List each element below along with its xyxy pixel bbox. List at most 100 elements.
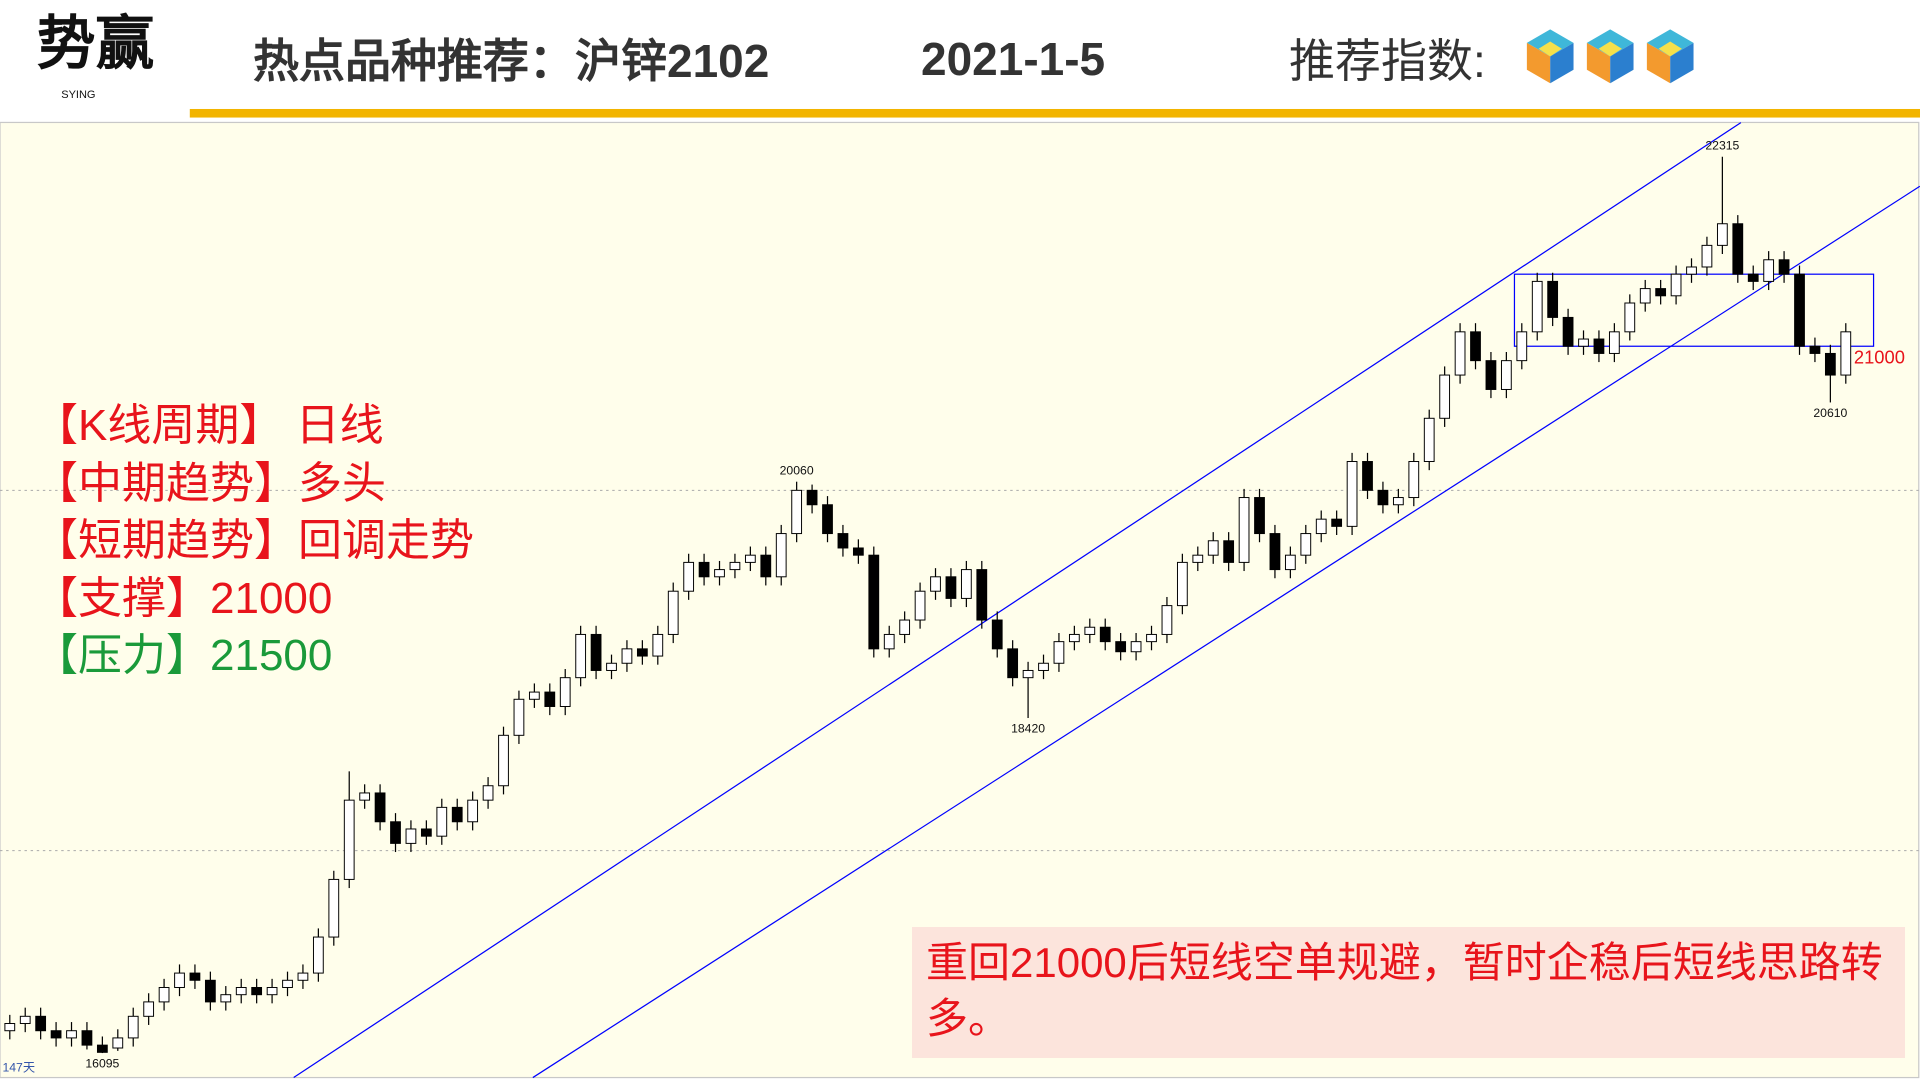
candle-body [1223, 540, 1235, 563]
plot-area [0, 121, 1920, 1079]
candle-body [559, 677, 571, 707]
cube-right [1550, 42, 1574, 84]
rating-cube [1646, 29, 1694, 84]
candle-body [4, 1023, 16, 1032]
candle-body [1470, 331, 1481, 362]
candle-body [1778, 259, 1790, 275]
candle-body [1007, 648, 1019, 679]
candle-body [760, 554, 772, 578]
candle-body [1716, 223, 1728, 246]
candle-body [1516, 331, 1528, 362]
candle-body [1362, 461, 1373, 491]
candle-body [328, 878, 340, 938]
cube-shine [1658, 41, 1682, 57]
candle-body [1439, 374, 1451, 419]
extreme-label: 22315 [1705, 138, 1739, 152]
candle-body [652, 633, 664, 657]
candle-body [976, 569, 988, 621]
panel-line: 【中期趋势】多头 [34, 458, 386, 508]
extreme-label: 20610 [1813, 406, 1847, 420]
candle-body [1701, 244, 1713, 268]
candle-body [158, 986, 170, 1003]
info-panel: 【K线周期】 日线 【中期趋势】多头 【短期趋势】回调走势 【支撑】21000 【压力】… [34, 397, 474, 685]
candle-body [127, 1015, 139, 1039]
candle-body [96, 1044, 108, 1053]
candle-body [1454, 331, 1466, 376]
candle-body [1794, 273, 1805, 347]
candle-body [606, 662, 617, 671]
cube-shine [1598, 41, 1622, 57]
candle-body [698, 561, 710, 578]
candle-body [1639, 288, 1651, 304]
candle-body [50, 1030, 62, 1039]
header-rule [189, 108, 1920, 118]
candle-body [436, 806, 448, 837]
candle-body [1176, 561, 1188, 607]
candle-body [1115, 641, 1127, 653]
candle-body [1670, 273, 1682, 297]
candle-body [266, 986, 278, 996]
candle-body [1732, 223, 1744, 275]
candle-body [143, 1001, 155, 1017]
candle-body [498, 734, 509, 787]
candle-body [390, 821, 401, 844]
title: 热点品种推荐：沪锌2102 [253, 35, 770, 87]
candle-body [883, 633, 895, 650]
trend-line [532, 185, 1920, 1079]
candle-body [1500, 360, 1512, 390]
candle-body [1207, 540, 1219, 556]
candle-body [1254, 497, 1265, 535]
panel-line: 【短期趋势】回调走势 [34, 516, 474, 565]
candle-body [251, 986, 263, 996]
candle-body [1485, 360, 1497, 390]
candle-body [343, 799, 355, 880]
candle-body [1130, 641, 1142, 653]
candle-body [405, 828, 417, 844]
candle-body [775, 533, 787, 578]
candle-body [1269, 533, 1281, 571]
candle-body [174, 972, 185, 988]
candle-body [1346, 461, 1358, 527]
candle-body [1053, 641, 1065, 664]
candle-body [590, 633, 602, 671]
candle-body [945, 576, 957, 599]
panel-line: 【压力】21500 [34, 631, 333, 680]
candle-body [714, 569, 725, 578]
candle-body [1161, 605, 1173, 635]
candle-body [220, 994, 232, 1003]
candle-body [1531, 280, 1543, 333]
candle-body [791, 489, 803, 535]
candle-body [1392, 497, 1404, 506]
candle-body [1331, 518, 1343, 527]
period-label: 147天 [2, 1060, 35, 1074]
candle-body [35, 1015, 47, 1032]
cube-left [1586, 42, 1611, 84]
logo-sub: SYING [61, 89, 95, 101]
candle-body [513, 698, 525, 736]
candle-body [312, 936, 324, 974]
candle-body [467, 799, 479, 823]
candle-body [1238, 497, 1250, 563]
candle-body [667, 590, 679, 635]
candle-body [528, 691, 540, 700]
candle-body [1146, 633, 1157, 643]
candle-body [204, 979, 216, 1003]
candle-body [66, 1030, 77, 1039]
candle-body [899, 619, 911, 635]
candle-body [282, 979, 293, 988]
candle-body [729, 561, 741, 571]
candle-body [1423, 417, 1435, 463]
cube-left [1646, 42, 1671, 84]
candle-body [1562, 316, 1574, 347]
candle-body [1686, 266, 1697, 275]
candle-body [744, 554, 756, 563]
candle-body [1747, 273, 1759, 282]
candle-body [636, 648, 648, 657]
candle-body [914, 590, 926, 621]
candle-body [420, 828, 432, 837]
candle-body [374, 792, 386, 823]
trend-line [293, 122, 1742, 1079]
candle-body [1809, 345, 1821, 354]
